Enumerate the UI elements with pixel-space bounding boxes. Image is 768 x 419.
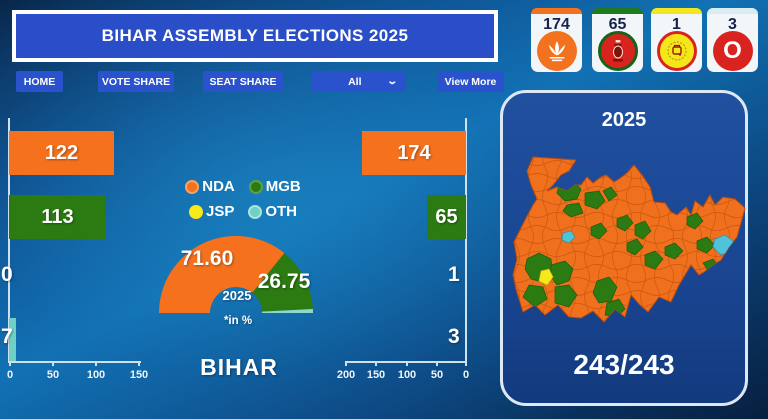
right-axis-tick-0: 0	[462, 369, 470, 381]
axis-tick	[406, 361, 408, 366]
right-axis-tick-100: 100	[397, 369, 417, 381]
left-axis-tick-50: 50	[46, 369, 60, 381]
vote-share-gauge[interactable]	[157, 234, 317, 317]
gauge-unit-note: *in %	[223, 315, 253, 327]
seat-share-button[interactable]: SEAT SHARE	[203, 71, 283, 92]
left-bar-mgb[interactable]: 113	[9, 195, 106, 239]
left-axis-tick-100: 100	[86, 369, 106, 381]
oth-legend-dot-icon	[248, 204, 263, 219]
legend-row-1: NDA MGB	[160, 178, 326, 195]
badge-stripe	[707, 8, 758, 14]
badge-seat-count: 3	[728, 16, 737, 33]
badge-seat-count: 65	[608, 16, 627, 33]
right-bar-mgb[interactable]: 65	[427, 195, 466, 239]
rjd-lantern-icon	[597, 31, 638, 71]
gauge-oth-slice[interactable]	[262, 309, 314, 313]
left-axis-tick-150: 150	[129, 369, 149, 381]
others-o-letter: O	[723, 37, 742, 64]
legend-item-oth: OTH	[248, 203, 297, 220]
vote-share-button[interactable]: VOTE SHARE	[98, 71, 174, 92]
gauge-nda-slice[interactable]	[159, 235, 285, 313]
jsp-legend-dot-icon	[188, 204, 203, 219]
map-panel-year: 2025	[601, 109, 647, 131]
right-bar-jsp-value: 1	[448, 263, 460, 286]
filter-dropdown[interactable]: All ⌄	[312, 71, 406, 92]
legend-row-2: JSP OTH	[160, 203, 326, 220]
chevron-down-icon: ⌄	[385, 76, 398, 87]
badge-seat-count: 1	[672, 16, 681, 33]
left-chart-y-axis	[8, 118, 10, 363]
left-bar-mgb-value: 113	[41, 205, 74, 228]
axis-tick	[95, 361, 97, 366]
axis-tick	[345, 361, 347, 366]
legend-item-nda: NDA	[185, 178, 235, 195]
badge-stripe	[651, 8, 702, 14]
legend-label: JSP	[205, 203, 235, 220]
left-bar-jsp-value: 0	[1, 263, 13, 286]
axis-tick	[465, 361, 467, 366]
axis-tick	[375, 361, 377, 366]
legend-label: NDA	[202, 178, 235, 195]
axis-tick	[9, 361, 11, 366]
axis-tick	[436, 361, 438, 366]
badge-stripe	[592, 8, 643, 14]
others-o-icon: O	[712, 31, 753, 71]
filter-dropdown-value: All	[348, 75, 362, 88]
map-panel: 2025	[500, 90, 748, 406]
bjp-lotus-icon	[536, 31, 577, 71]
gauge-mgb-percent: 26.75	[257, 270, 311, 293]
axis-tick	[52, 361, 54, 366]
left-bar-oth[interactable]	[9, 318, 16, 361]
right-axis-tick-200: 200	[336, 369, 356, 381]
map-jsp-constituency[interactable]	[538, 268, 554, 286]
gauge-year-label: 2025	[222, 288, 252, 303]
gauge-mgb-slice[interactable]	[252, 253, 313, 312]
page-title-banner: BIHAR ASSEMBLY ELECTIONS 2025	[12, 10, 498, 62]
badge-seat-count: 174	[543, 16, 570, 33]
mgb-legend-dot-icon	[248, 179, 263, 194]
left-bar-oth-value: 7	[1, 325, 13, 348]
legend-item-jsp: JSP	[188, 203, 235, 220]
party-badge-nda: 174	[531, 8, 582, 72]
legend-label: OTH	[265, 203, 298, 220]
view-more-button[interactable]: View More	[437, 71, 504, 92]
nda-legend-dot-icon	[185, 179, 200, 194]
left-axis-tick-0: 0	[6, 369, 14, 381]
right-chart-y-axis	[465, 118, 467, 363]
right-axis-tick-150: 150	[366, 369, 386, 381]
party-badge-others: 3 O	[707, 8, 758, 72]
left-chart-x-axis	[9, 361, 141, 363]
seats-declared-tally: 243/243	[573, 349, 675, 380]
party-badge-rjd: 65	[592, 8, 643, 72]
legend-item-mgb: MGB	[248, 178, 301, 195]
right-bar-nda[interactable]: 174	[362, 131, 466, 175]
right-bar-mgb-value: 65	[435, 205, 458, 228]
legend-label: MGB	[265, 178, 301, 195]
home-button[interactable]: HOME	[16, 71, 63, 92]
party-badge-jsp: 1	[651, 8, 702, 72]
page-title: BIHAR ASSEMBLY ELECTIONS 2025	[101, 26, 409, 45]
left-bar-nda-value: 122	[44, 141, 79, 164]
right-bar-nda-value: 174	[397, 141, 431, 164]
jsp-emblem-icon	[656, 31, 697, 71]
badge-stripe	[531, 8, 582, 14]
right-bar-oth-value: 3	[448, 325, 460, 348]
bihar-constituency-map[interactable]	[507, 147, 747, 333]
axis-tick	[138, 361, 140, 366]
left-bar-nda[interactable]: 122	[9, 131, 114, 175]
right-axis-tick-50: 50	[430, 369, 444, 381]
region-caption: BIHAR	[200, 354, 278, 380]
gauge-nda-percent: 71.60	[180, 247, 234, 270]
